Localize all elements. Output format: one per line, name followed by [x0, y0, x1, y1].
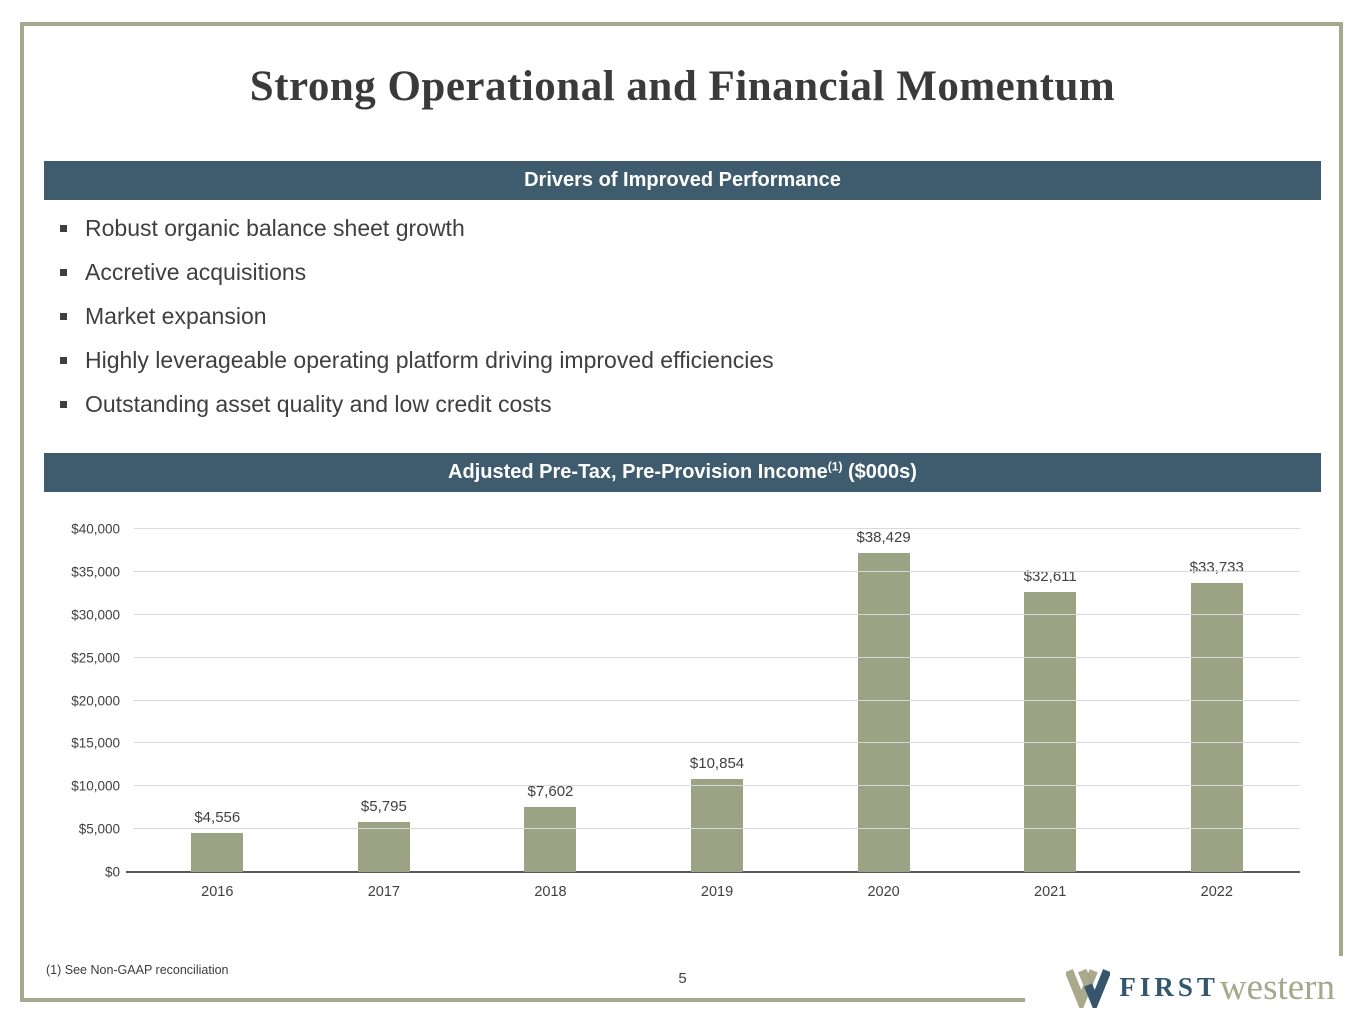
- bar-column: $32,611: [967, 529, 1134, 872]
- x-axis-tick-label: 2017: [367, 884, 400, 900]
- chart-plot: $4,556 $5,795 $7,602 $10,854 $38,429 $32,611 $…: [71, 522, 1300, 880]
- y-axis-tick-label: $5,000: [78, 821, 120, 837]
- list-item: Highly leverageable operating platform d…: [60, 338, 774, 382]
- drivers-header-label: Drivers of Improved Performance: [524, 169, 841, 191]
- x-axis-line: [126, 871, 1300, 873]
- x-axis-labels: 2016 2017 2018 2019 2020 2021 2022: [134, 884, 1300, 900]
- bar-value-label: $7,602: [527, 782, 574, 800]
- gridline: [134, 785, 1300, 787]
- page-title: Strong Operational and Financial Momentu…: [249, 63, 1116, 110]
- logo-text-first: FIRST: [1119, 971, 1219, 1002]
- logo-text-western: western: [1219, 966, 1335, 1008]
- bar-value-label: $38,429: [856, 529, 911, 546]
- list-item: Market expansion: [60, 294, 774, 338]
- drivers-bullet-list: Robust organic balance sheet growth Accr…: [60, 206, 774, 426]
- first-western-logo: FIRST western: [1025, 956, 1345, 1018]
- y-axis-tick-label: $15,000: [71, 735, 120, 751]
- bullet-text: Market expansion: [85, 302, 267, 329]
- gridline: [134, 699, 1300, 701]
- first-western-w-icon: [1066, 969, 1111, 1008]
- gridline: [134, 828, 1300, 830]
- bar-value-label: $5,795: [360, 798, 407, 816]
- x-axis-tick-label: 2019: [700, 884, 734, 900]
- bullet-text: Highly leverageable operating platform d…: [85, 346, 774, 373]
- bar: [691, 778, 744, 872]
- y-axis-tick-label: $10,000: [71, 778, 120, 794]
- bar: [857, 553, 910, 872]
- x-axis-tick-label: 2022: [1200, 884, 1233, 900]
- bar: [1190, 582, 1243, 872]
- gridline: [134, 528, 1300, 529]
- gridline: [134, 742, 1300, 744]
- bar-column: $4,556: [134, 529, 301, 872]
- y-axis-tick-label: $40,000: [71, 521, 120, 537]
- bar: [357, 822, 410, 872]
- bullet-square-icon: [60, 400, 67, 408]
- list-item: Robust organic balance sheet growth: [60, 206, 774, 250]
- list-item: Outstanding asset quality and low credit…: [60, 382, 774, 426]
- gridline: [134, 613, 1300, 615]
- y-axis-tick-label: $0: [104, 864, 120, 880]
- y-axis-tick-label: $35,000: [71, 564, 120, 580]
- bullet-text: Accretive acquisitions: [85, 258, 307, 285]
- gridline: [134, 570, 1300, 572]
- footnote-superscript: (1): [827, 459, 843, 474]
- bar-chart: $4,556 $5,795 $7,602 $10,854 $38,429 $32,611 $…: [44, 495, 1321, 915]
- bar-column: $7,602: [467, 529, 634, 872]
- bars-row: $4,556 $5,795 $7,602 $10,854 $38,429 $32,611 $…: [134, 529, 1300, 872]
- bar-value-label: $32,611: [1023, 568, 1077, 586]
- x-axis-tick-label: 2021: [1034, 884, 1067, 900]
- bar-value-label: $33,733: [1189, 558, 1244, 576]
- bullet-square-icon: [60, 268, 67, 276]
- y-axis-tick-label: $25,000: [71, 650, 120, 666]
- chart-header-banner: Adjusted Pre-Tax, Pre-Provision Income(1…: [44, 453, 1321, 492]
- bullet-square-icon: [60, 312, 67, 320]
- y-axis-tick-label: $30,000: [71, 607, 120, 623]
- page-number: 5: [678, 970, 687, 987]
- bar-column: $33,733: [1133, 529, 1300, 872]
- bullet-square-icon: [60, 224, 67, 232]
- bar-value-label: $10,854: [689, 754, 745, 772]
- bar: [191, 832, 244, 872]
- list-item: Accretive acquisitions: [60, 250, 774, 294]
- x-axis-tick-label: 2018: [534, 884, 567, 900]
- bar-column: $5,795: [301, 529, 468, 872]
- y-axis-tick-label: $20,000: [71, 693, 120, 708]
- gridline: [134, 656, 1300, 658]
- footnote: (1) See Non-GAAP reconciliation: [46, 963, 229, 977]
- x-axis-tick-label: 2016: [201, 884, 234, 900]
- chart-header-label: Adjusted Pre-Tax, Pre-Provision Income(1…: [448, 459, 917, 483]
- x-axis-tick-label: 2020: [867, 884, 900, 900]
- bullet-square-icon: [60, 356, 67, 364]
- drivers-header-banner: Drivers of Improved Performance: [44, 161, 1321, 200]
- bar: [524, 806, 577, 872]
- bar: [1024, 592, 1077, 872]
- bar-value-label: $4,556: [194, 808, 241, 826]
- bar-column: $10,854: [634, 529, 801, 872]
- bullet-text: Robust organic balance sheet growth: [85, 214, 465, 241]
- bar-column: $38,429: [800, 529, 967, 872]
- bullet-text: Outstanding asset quality and low credit…: [85, 390, 552, 417]
